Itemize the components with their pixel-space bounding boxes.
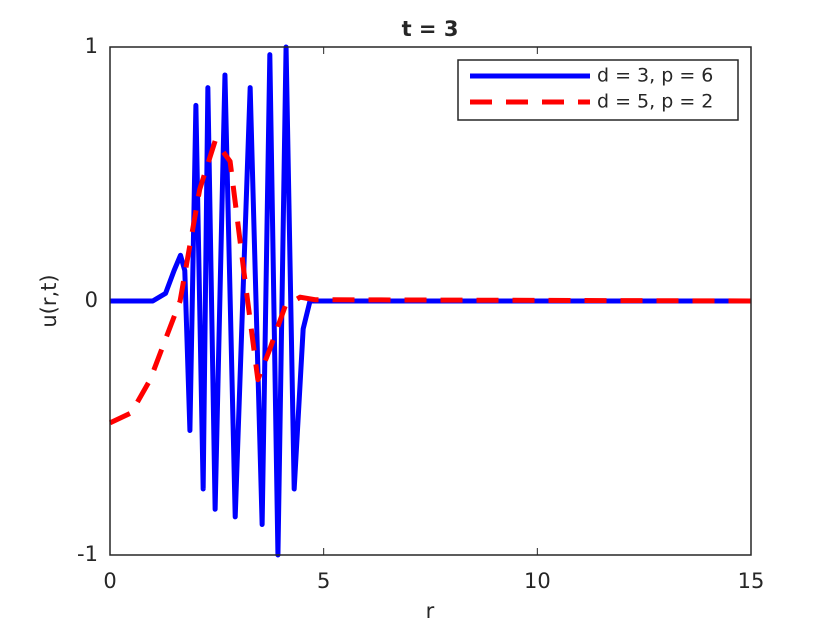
x-tick-label: 0 <box>103 569 116 593</box>
x-tick-label: 5 <box>317 569 330 593</box>
axes-box <box>109 46 752 556</box>
legend-label: d = 3, p = 6 <box>597 65 713 87</box>
chart-title: t = 3 <box>402 17 459 41</box>
y-tick-label: 1 <box>85 34 98 58</box>
series-line <box>110 44 751 558</box>
y-tick-label: 0 <box>85 288 98 312</box>
legend-label: d = 5, p = 2 <box>597 91 713 113</box>
x-tick-label: 10 <box>524 569 551 593</box>
y-tick-label: -1 <box>77 542 98 566</box>
y-axis-label: u(r,t) <box>37 274 61 327</box>
x-tick-label: 15 <box>738 569 765 593</box>
x-axis-label: r <box>426 599 435 623</box>
series-line <box>108 138 752 426</box>
legend-box <box>457 59 739 121</box>
